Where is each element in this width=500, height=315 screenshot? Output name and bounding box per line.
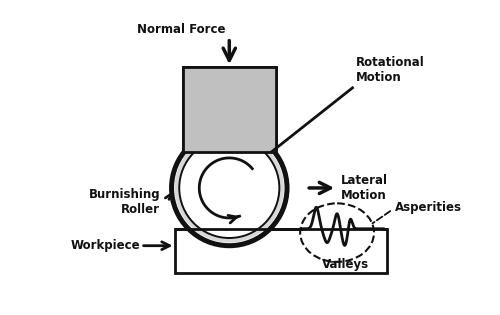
Text: Normal Force: Normal Force <box>137 23 226 36</box>
Text: Valleys: Valleys <box>322 258 369 271</box>
Circle shape <box>179 138 280 238</box>
Circle shape <box>172 130 287 246</box>
Text: Rotational
Motion: Rotational Motion <box>356 56 425 84</box>
Circle shape <box>174 133 284 243</box>
Text: Asperities: Asperities <box>395 201 462 214</box>
Text: Workpiece: Workpiece <box>71 239 141 252</box>
Text: Burnishing
Roller: Burnishing Roller <box>88 188 160 216</box>
Bar <box>183 67 276 148</box>
Bar <box>183 67 276 152</box>
Bar <box>176 229 387 273</box>
Text: Lateral
Motion: Lateral Motion <box>341 174 388 202</box>
